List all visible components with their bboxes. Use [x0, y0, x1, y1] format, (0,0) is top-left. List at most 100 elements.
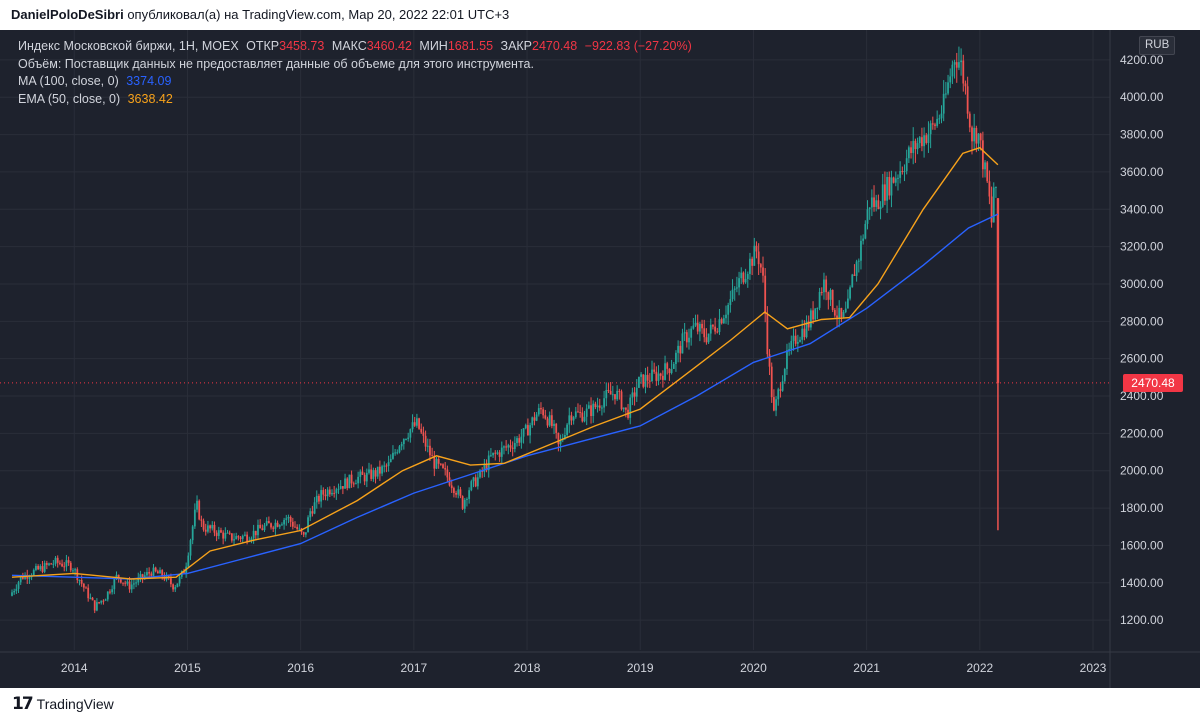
candle-body: [749, 258, 751, 274]
indicator-lines: [11, 146, 999, 580]
candle-body: [962, 60, 965, 84]
price-tick-label: 3200.00: [1120, 240, 1164, 254]
tradingview-logo[interactable]: 17 TradingView: [12, 693, 114, 715]
candle-body: [596, 405, 599, 408]
candle-body: [866, 209, 869, 224]
candle-body: [794, 335, 797, 344]
candle-body: [851, 274, 854, 288]
time-tick-label: 2020: [740, 661, 767, 675]
time-tick-label: 2017: [400, 661, 427, 675]
close-label: ЗАКР: [500, 39, 533, 53]
candle-body: [555, 423, 558, 433]
candle-body: [664, 363, 666, 380]
candle-body: [413, 422, 416, 426]
candle-body: [67, 560, 70, 563]
candle-body: [352, 483, 355, 485]
close-value: 2470.48: [532, 39, 578, 53]
candle-body: [942, 93, 945, 114]
legend-row-ma[interactable]: MA (100, close, 0) 3374.09: [18, 73, 692, 91]
candle-body: [701, 323, 703, 329]
candle-body: [675, 352, 677, 365]
candle-body: [988, 181, 991, 197]
symbol-name[interactable]: Индекс Московской биржи, 1Н, MOEX: [18, 39, 239, 53]
candle-body: [58, 562, 61, 564]
candle-body: [949, 76, 952, 83]
candle-body: [383, 465, 386, 467]
candle-body: [222, 532, 225, 539]
candle-body: [890, 177, 893, 196]
candle-body: [119, 577, 122, 583]
candle-body: [910, 147, 912, 154]
time-tick-label: 2021: [853, 661, 880, 675]
candle-body: [213, 524, 216, 533]
candle-body: [261, 528, 264, 531]
candle-body: [899, 171, 902, 178]
candle-body: [955, 62, 958, 68]
candle-body: [810, 310, 812, 328]
price-tick-label: 2800.00: [1120, 314, 1164, 328]
legend-row-ema[interactable]: EMA (50, close, 0) 3638.42: [18, 91, 692, 109]
candle-body: [905, 158, 908, 172]
candle-body: [189, 540, 192, 556]
candle-body: [100, 600, 103, 603]
candle-body: [463, 499, 466, 509]
candle-body: [267, 521, 270, 524]
candle-body: [289, 516, 292, 522]
chart-pane[interactable]: 1200.00 1400.00 1600.00 1800.00 2000.00 2200.…: [0, 30, 1200, 688]
ma-value: 3374.09: [126, 74, 172, 88]
candle-body: [825, 279, 828, 293]
candle-body: [666, 363, 669, 369]
candle-body: [707, 333, 710, 343]
candle-body: [196, 500, 198, 510]
candle-body: [796, 341, 799, 344]
price-chart[interactable]: 1200.00 1400.00 1600.00 1800.00 2000.00 2200.…: [0, 30, 1200, 688]
candle-body: [975, 127, 978, 144]
candle-body: [320, 490, 323, 502]
candle-body: [542, 409, 545, 416]
candle-body: [146, 572, 148, 576]
candle-body: [178, 576, 181, 584]
currency-badge[interactable]: RUB: [1139, 36, 1176, 55]
candle-body: [601, 407, 603, 409]
candle-body: [28, 577, 31, 579]
candle-body: [720, 319, 723, 324]
candle-body: [540, 408, 542, 410]
candle-body: [220, 530, 222, 533]
candle-body: [296, 526, 299, 530]
candle-body: [984, 162, 986, 170]
price-tick-label: 1200.00: [1120, 613, 1164, 627]
candle-body: [209, 525, 211, 529]
candle-body: [864, 223, 867, 239]
candle-body: [82, 583, 85, 588]
candle-body: [492, 452, 494, 456]
candle-body: [829, 289, 832, 300]
price-axis: 1200.00 1400.00 1600.00 1800.00 2000.00 2200.…: [1109, 30, 1164, 688]
candle-body: [363, 474, 366, 482]
candle-body: [48, 563, 50, 565]
footer: 17 TradingView: [0, 688, 1200, 719]
candle-body: [376, 466, 379, 477]
candle-body: [152, 567, 155, 576]
candle-body: [505, 446, 508, 448]
candle-body: [56, 557, 59, 563]
candle-body: [570, 415, 573, 421]
candle-body: [831, 289, 834, 310]
candle-body: [54, 557, 57, 564]
candle-body: [368, 469, 370, 473]
candle-body: [977, 133, 980, 144]
publication-meta: опубликовал(а) на TradingView.com, Мар 2…: [127, 7, 510, 22]
author-name[interactable]: DanielPoloDeSibri: [11, 7, 124, 22]
candle-body: [892, 177, 895, 183]
candle-body: [370, 469, 373, 479]
candle-body: [217, 530, 220, 536]
candle-body: [559, 440, 562, 445]
candle-body: [868, 207, 871, 210]
candle-body: [633, 392, 636, 397]
candle-body: [381, 466, 383, 474]
candle-body: [43, 563, 46, 572]
candle-body: [544, 415, 547, 419]
candle-body: [587, 405, 590, 409]
candle-body: [374, 470, 377, 477]
low-value: 1681.55: [447, 39, 494, 53]
candle-body: [855, 261, 858, 276]
